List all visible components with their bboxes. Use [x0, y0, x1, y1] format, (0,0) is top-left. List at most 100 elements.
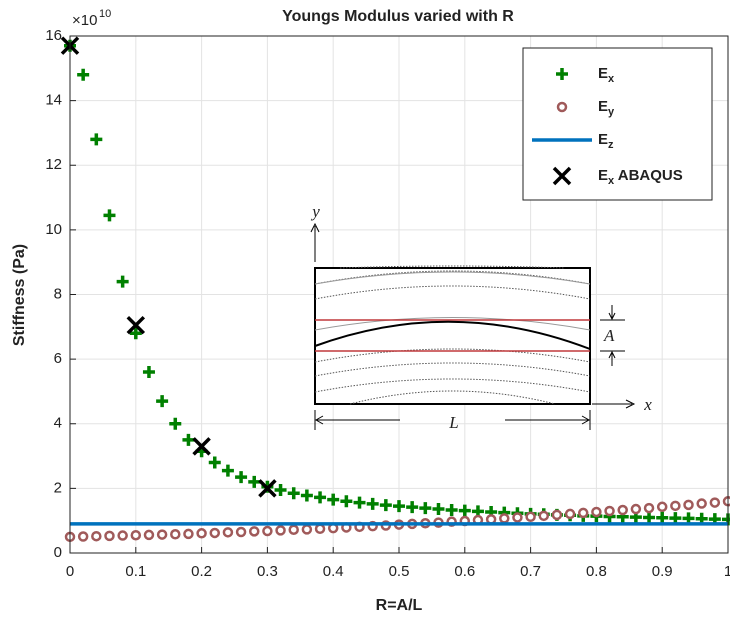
- circle-marker: [556, 101, 568, 113]
- x-tick-label: 0.5: [389, 563, 410, 580]
- circle-marker: [91, 530, 102, 542]
- plus-marker: [432, 503, 445, 516]
- plus-marker: [142, 366, 155, 379]
- y-tick-label: 2: [54, 479, 62, 496]
- plus-marker: [221, 464, 234, 477]
- circle-marker: [209, 527, 221, 539]
- circle-marker: [656, 501, 668, 513]
- circle-marker: [248, 526, 260, 537]
- plus-marker: [419, 502, 432, 515]
- plus-marker: [274, 483, 287, 496]
- x-marker: [552, 166, 572, 186]
- circle-marker: [630, 503, 642, 515]
- y-tick-label: 14: [45, 92, 62, 109]
- circle-marker: [314, 523, 326, 535]
- circle-marker: [499, 513, 510, 524]
- plus-marker: [169, 417, 182, 430]
- circle-marker: [538, 510, 550, 522]
- circle-marker: [262, 525, 273, 537]
- legend-label: Ey: [598, 98, 615, 118]
- legend-box: [522, 47, 713, 201]
- plus-marker: [116, 275, 129, 288]
- x-tick-label: 0.1: [125, 563, 146, 580]
- plus-marker: [235, 471, 248, 484]
- circle-marker: [143, 529, 155, 541]
- plus-marker: [393, 500, 405, 513]
- inset-y-label: y: [310, 202, 320, 221]
- x-marker: [258, 479, 277, 498]
- circle-marker: [591, 506, 602, 518]
- plus-marker: [287, 487, 300, 500]
- plus-marker: [208, 456, 221, 469]
- legend: Ex Ey Ez Ex ABAQUS: [522, 47, 713, 201]
- y-tick-label: 10: [45, 221, 62, 238]
- y-tick-label: 16: [45, 27, 62, 44]
- circle-marker: [117, 530, 128, 541]
- circle-marker: [183, 528, 194, 540]
- circle-marker: [709, 497, 721, 508]
- plus-marker: [156, 395, 169, 408]
- plus-marker: [353, 496, 366, 509]
- y-tick-label: 6: [54, 350, 62, 367]
- y-axis-label: Stiffness (Pa): [11, 244, 28, 346]
- circle-marker: [670, 500, 681, 512]
- inset-x-label: x: [643, 395, 652, 414]
- plus-marker: [406, 501, 419, 514]
- y-tick-label: 4: [54, 415, 62, 432]
- inset-l-label: L: [448, 413, 458, 432]
- circle-marker: [512, 512, 523, 523]
- x-tick-label: 0: [66, 563, 74, 580]
- plus-marker: [182, 433, 195, 446]
- x-tick-label: 0.8: [586, 563, 607, 580]
- plus-marker: [366, 497, 379, 510]
- plus-marker: [643, 511, 656, 524]
- y-multiplier-exponent: 10: [99, 8, 111, 20]
- circle-marker: [564, 508, 576, 520]
- plus-marker: [556, 68, 568, 80]
- plus-marker: [669, 512, 682, 525]
- x-tick-label: 0.4: [323, 563, 344, 580]
- x-tick-label: 1: [724, 563, 730, 580]
- plus-marker: [458, 504, 471, 517]
- x-tick-label: 0.7: [520, 563, 541, 580]
- inset-a-label: A: [603, 326, 615, 345]
- legend-label: Ex ABAQUS: [598, 167, 683, 187]
- circle-marker: [617, 504, 628, 516]
- plus-marker: [77, 68, 90, 81]
- chart-title: Youngs Modulus varied with R: [282, 8, 514, 25]
- circle-marker: [288, 524, 299, 535]
- circle-marker: [196, 528, 207, 539]
- plus-marker: [379, 499, 392, 512]
- x-tick-label: 0.2: [191, 563, 212, 580]
- plus-marker: [129, 327, 142, 340]
- plus-marker: [314, 491, 327, 504]
- circle-marker: [77, 531, 89, 542]
- circle-marker: [683, 499, 694, 511]
- x-tick-label: 0.6: [454, 563, 475, 580]
- plus-marker: [445, 504, 458, 517]
- circle-marker: [577, 507, 589, 519]
- circle-marker: [235, 526, 247, 538]
- circle-marker: [525, 511, 536, 523]
- circle-marker: [301, 524, 313, 535]
- circle-marker: [696, 498, 707, 509]
- plus-marker: [656, 511, 669, 524]
- circle-marker: [156, 529, 168, 540]
- x-marker: [126, 315, 146, 335]
- y-multiplier: ×10: [72, 12, 97, 29]
- inset-curves: [314, 265, 591, 405]
- x-tick-label: 0.3: [257, 563, 278, 580]
- y-tick-label: 0: [54, 544, 62, 561]
- plus-marker: [103, 209, 116, 222]
- plus-marker: [340, 495, 353, 508]
- circle-marker: [275, 525, 286, 536]
- circle-marker: [722, 496, 730, 507]
- plus-marker: [90, 133, 103, 146]
- x-tick-label: 0.9: [652, 563, 673, 580]
- y-tick-label: 12: [45, 156, 62, 173]
- y-tick-label: 8: [54, 285, 62, 302]
- legend-label: Ez: [598, 131, 614, 151]
- plus-marker: [327, 493, 340, 506]
- circle-marker: [130, 529, 142, 541]
- x-axis-label: R=A/L: [376, 597, 423, 614]
